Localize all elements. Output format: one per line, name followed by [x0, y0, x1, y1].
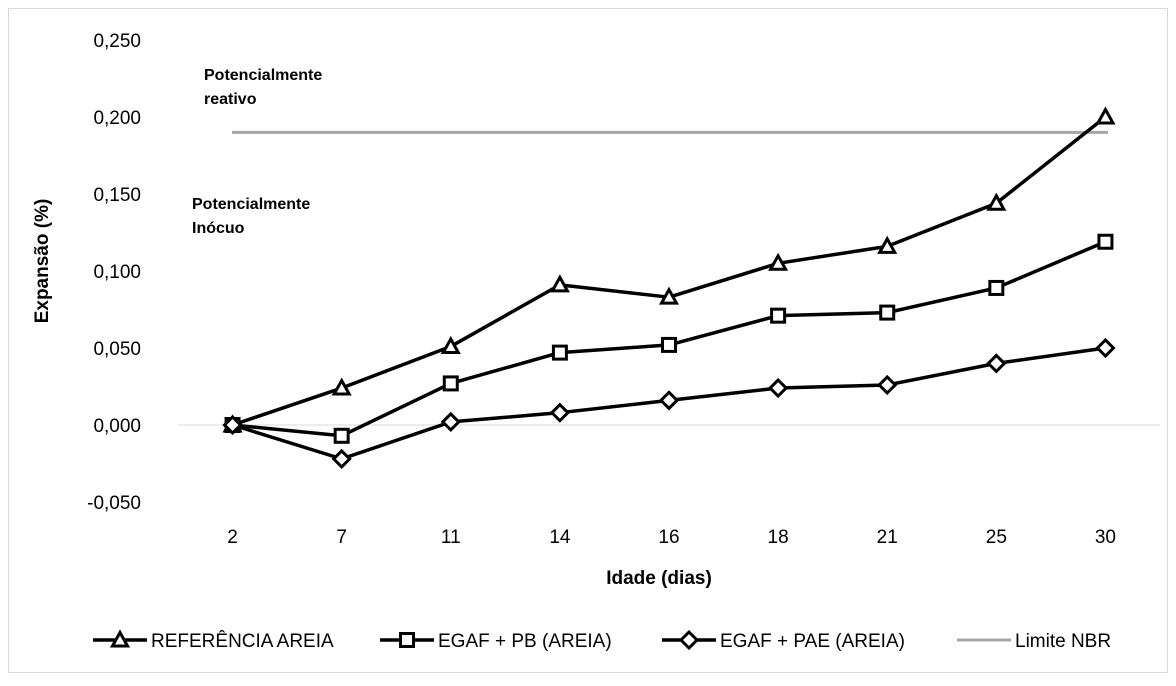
series-2	[222, 337, 1116, 470]
y-tick-label: 0,000	[93, 416, 141, 437]
annotation-inocuo: Potencialmente Inócuo	[192, 196, 310, 237]
data-point-square	[442, 375, 459, 392]
annotation-reativo: Potencialmente reativo	[204, 67, 322, 108]
y-tick-label: 0,150	[93, 185, 141, 206]
data-point-square	[879, 304, 896, 321]
data-point-square	[661, 336, 677, 353]
data-point-diamond	[986, 353, 1007, 374]
annotation-reativo-line-2: reativo	[204, 91, 257, 108]
legend-marker-triangle	[109, 629, 131, 648]
legend-item: Limite NBR	[957, 631, 1111, 652]
series-0	[222, 106, 1116, 433]
legend-marker-diamond	[678, 629, 700, 651]
legend-label: Limite NBR	[1015, 631, 1111, 652]
y-tick-label: -0,050	[87, 493, 141, 514]
x-axis-ticks: 2 7 11 14 16 18 21 25 30	[227, 527, 1116, 548]
data-point-diamond	[1095, 337, 1116, 359]
x-tick-label: 30	[1095, 527, 1116, 548]
annotation-inocuo-line-2: Inócuo	[192, 220, 245, 237]
x-tick-label: 11	[441, 527, 461, 548]
data-point-square	[333, 427, 350, 444]
data-point-square	[1097, 233, 1114, 250]
data-point-triangle	[768, 252, 789, 271]
data-point-square	[551, 344, 568, 361]
x-tick-label: 16	[658, 527, 679, 548]
y-tick-label: 0,050	[93, 339, 141, 360]
data-point-triangle	[1095, 106, 1116, 125]
x-axis-title: Idade (dias)	[606, 568, 712, 589]
data-point-diamond	[877, 374, 898, 396]
legend-item: EGAF + PB (AREIA)	[380, 631, 612, 652]
y-tick-label: 0,250	[93, 31, 141, 52]
data-point-diamond	[440, 411, 461, 433]
x-tick-label: 2	[227, 527, 238, 548]
data-point-triangle	[440, 335, 461, 354]
x-tick-label: 21	[877, 527, 898, 548]
annotation-reativo-line-1: Potencialmente	[204, 67, 322, 84]
data-point-diamond	[658, 390, 680, 411]
legend-item: EGAF + PAE (AREIA)	[662, 629, 905, 652]
legend-label: EGAF + PB (AREIA)	[438, 631, 612, 652]
y-axis-ticks: -0,050 0,000 0,050 0,100 0,150 0,200 0,250	[87, 31, 141, 514]
legend-item: REFERÊNCIA AREIA	[93, 629, 334, 652]
data-point-triangle	[549, 274, 570, 293]
x-tick-label: 18	[768, 527, 789, 548]
annotation-inocuo-line-1: Potencialmente	[192, 196, 310, 213]
y-tick-label: 0,100	[93, 262, 141, 283]
series-1	[224, 233, 1114, 444]
legend: REFERÊNCIA AREIA EGAF + PB (AREIA) EGAF + …	[93, 629, 1111, 652]
data-point-diamond	[549, 402, 571, 423]
x-tick-label: 25	[986, 527, 1007, 548]
legend-label: EGAF + PAE (AREIA)	[720, 631, 905, 652]
y-axis-title: Expansão (%)	[32, 199, 53, 324]
data-point-triangle	[986, 192, 1007, 211]
data-point-diamond	[767, 377, 789, 399]
legend-marker-square	[399, 632, 415, 648]
x-tick-label: 7	[336, 527, 347, 548]
data-point-square	[988, 279, 1005, 296]
y-tick-label: 0,200	[93, 108, 141, 129]
data-point-triangle	[331, 377, 352, 396]
x-tick-label: 14	[549, 527, 571, 548]
data-point-triangle	[877, 235, 898, 254]
legend-label: REFERÊNCIA AREIA	[151, 630, 334, 652]
series-layer	[222, 106, 1116, 470]
data-point-triangle	[658, 286, 680, 305]
data-point-square	[770, 307, 787, 324]
data-point-diamond	[222, 414, 243, 436]
chart-border	[8, 8, 1168, 673]
data-point-diamond	[331, 448, 352, 470]
